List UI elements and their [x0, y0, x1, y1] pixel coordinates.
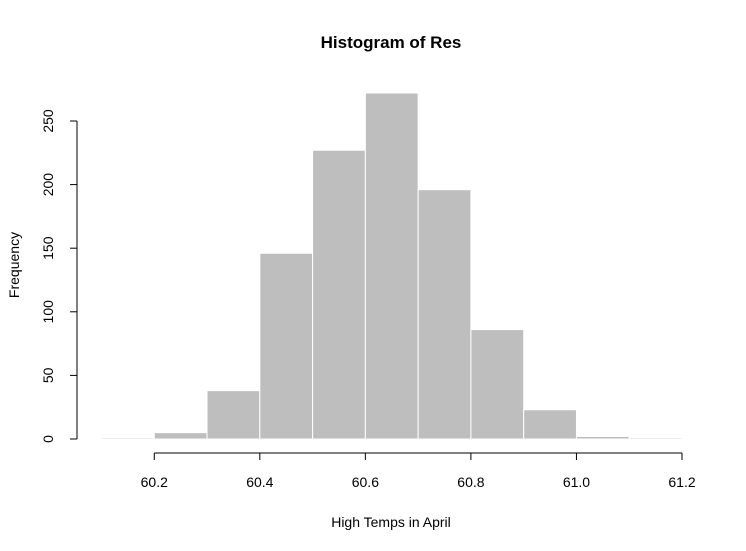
- histogram-bar: [206, 390, 261, 440]
- histogram-bar: [259, 252, 314, 440]
- y-tick-label: 50: [40, 367, 56, 383]
- y-axis-label: Frequency: [6, 232, 22, 298]
- histogram-bar: [312, 149, 366, 440]
- histogram-bar: [575, 435, 630, 440]
- chart-title: Histogram of Res: [321, 33, 462, 52]
- bars-group: [101, 92, 683, 440]
- y-tick-label: 250: [40, 109, 56, 133]
- histogram-bar: [153, 432, 208, 440]
- histogram-bar: [523, 409, 577, 440]
- y-tick-label: 100: [40, 300, 56, 324]
- x-tick-label: 60.2: [141, 474, 168, 490]
- x-tick-label: 60.6: [352, 474, 379, 490]
- histogram-bar: [364, 92, 419, 440]
- y-tick-label: 150: [40, 236, 56, 260]
- x-axis-label: High Temps in April: [331, 514, 451, 530]
- y-tick-label: 0: [40, 435, 56, 443]
- x-tick-label: 60.4: [246, 474, 273, 490]
- x-tick-label: 60.8: [457, 474, 484, 490]
- histogram-bar: [628, 437, 683, 440]
- y-tick-label: 200: [40, 173, 56, 197]
- x-tick-label: 61.2: [668, 474, 695, 490]
- histogram-bar: [101, 437, 155, 440]
- x-axis: 60.2 60.4 60.6 60.8 61.0 61.2: [141, 452, 696, 490]
- histogram-bar: [470, 329, 525, 440]
- x-tick-label: 61.0: [563, 474, 590, 490]
- histogram-bar: [417, 189, 472, 440]
- y-axis: 0 50 100 150 200 250: [40, 109, 78, 443]
